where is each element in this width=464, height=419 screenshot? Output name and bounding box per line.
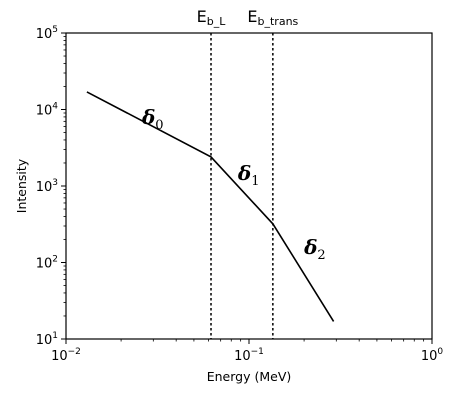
data-series: [86, 91, 335, 322]
y-tick-label-1: 102: [36, 255, 58, 272]
segment-labels: δ0 δ1 δ2: [141, 105, 326, 263]
segment-label-0: δ0: [141, 105, 164, 133]
y-tick-label-2: 103: [36, 178, 58, 195]
x-axis-ticks: 10−2 10−1 100: [51, 339, 443, 364]
x-axis-label: Energy (MeV): [207, 369, 292, 384]
y-tick-label-4: 105: [36, 25, 58, 42]
y-tick-label-0: 101: [36, 331, 58, 348]
segment-label-1: δ1: [237, 161, 260, 189]
vertical-reference-lines: Eb_L Eb_trans: [197, 7, 299, 339]
vline-label-1: Eb_trans: [247, 7, 298, 28]
series-line-0: [86, 91, 335, 322]
vline-label-0: Eb_L: [197, 7, 227, 28]
y-axis-label: Intensity: [14, 158, 29, 213]
plot-frame: [65, 32, 433, 340]
x-tick-label-0: 10−2: [51, 347, 81, 364]
x-tick-label-2: 100: [421, 347, 444, 364]
y-axis-ticks: 101 102 103 104 105: [36, 25, 66, 348]
y-tick-label-3: 104: [36, 102, 59, 119]
segment-label-2: δ2: [303, 235, 326, 263]
x-tick-label-1: 10−1: [234, 347, 264, 364]
